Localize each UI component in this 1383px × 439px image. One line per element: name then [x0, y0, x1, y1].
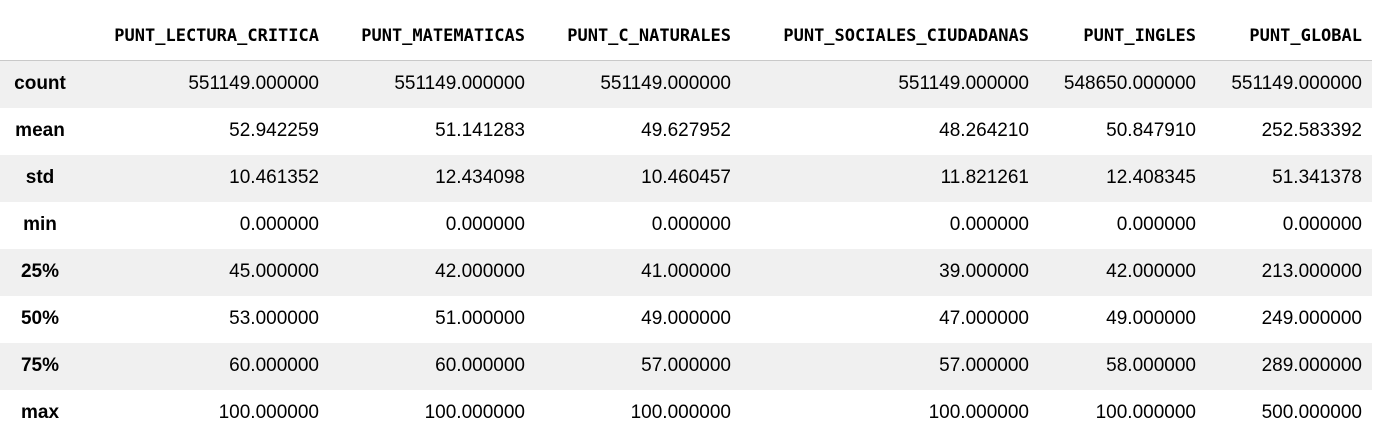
- table-cell: 51.141283: [435, 120, 525, 141]
- table-row: min 0.000000 0.000000 0.000000 0.000000 …: [0, 201, 1372, 249]
- table-cell: 551149.000000: [188, 73, 319, 95]
- row-label: mean: [15, 120, 65, 141]
- table-row: 50% 53.000000 51.000000 49.000000 47.000…: [0, 295, 1372, 343]
- table-cell: 100.000000: [630, 402, 731, 423]
- table-cell: 12.434098: [435, 167, 525, 188]
- table-cell: 0.000000: [949, 214, 1029, 235]
- table-cell: 213.000000: [1261, 261, 1362, 282]
- table-row: std 10.461352 12.434098 10.460457 11.821…: [0, 154, 1372, 202]
- table-cell: 41.000000: [641, 261, 731, 282]
- table-row: max 100.000000 100.000000 100.000000 100…: [0, 389, 1372, 437]
- table-row: 75% 60.000000 60.000000 57.000000 57.000…: [0, 342, 1372, 390]
- row-label: min: [23, 214, 57, 235]
- column-header: PUNT_C_NATURALES: [535, 12, 741, 61]
- table-cell: 60.000000: [229, 355, 319, 376]
- table-cell: 249.000000: [1261, 308, 1362, 329]
- table-cell: 100.000000: [424, 402, 525, 423]
- index-header: [0, 12, 80, 61]
- table-cell: 0.000000: [1116, 214, 1196, 235]
- table-cell: 10.461352: [229, 167, 319, 188]
- table-cell: 0.000000: [1282, 214, 1362, 235]
- table-cell: 51.000000: [435, 308, 525, 329]
- table-cell: 100.000000: [1095, 402, 1196, 423]
- column-header: PUNT_GLOBAL: [1206, 12, 1372, 61]
- column-header: PUNT_SOCIALES_CIUDADANAS: [741, 12, 1039, 61]
- table-cell: 500.000000: [1261, 402, 1362, 423]
- table-cell: 58.000000: [1106, 355, 1196, 376]
- table-cell: 47.000000: [939, 308, 1029, 329]
- row-label: max: [20, 402, 60, 423]
- table-cell: 551149.000000: [394, 73, 525, 95]
- table-cell: 53.000000: [229, 308, 319, 329]
- row-label: 50%: [20, 308, 60, 329]
- table-cell: 51.341378: [1272, 167, 1362, 188]
- table-cell: 39.000000: [939, 261, 1029, 282]
- column-header: PUNT_LECTURA_CRITICA: [80, 12, 329, 61]
- table-cell: 49.627952: [641, 120, 731, 141]
- table-row: count 551149.000000 551149.000000 551149…: [0, 60, 1372, 108]
- table-cell: 551149.000000: [1231, 73, 1362, 95]
- table-cell: 42.000000: [1106, 261, 1196, 282]
- table-cell: 49.000000: [641, 308, 731, 329]
- table-cell: 252.583392: [1261, 120, 1362, 141]
- column-header: PUNT_INGLES: [1039, 12, 1206, 61]
- table-cell: 60.000000: [435, 355, 525, 376]
- table-cell: 551149.000000: [600, 73, 731, 95]
- describe-table: PUNT_LECTURA_CRITICA PUNT_MATEMATICAS PU…: [0, 12, 1372, 437]
- table-cell: 100.000000: [218, 402, 319, 423]
- table-cell: 551149.000000: [898, 73, 1029, 95]
- table-cell: 100.000000: [928, 402, 1029, 423]
- row-label: 25%: [20, 261, 60, 282]
- table-cell: 11.821261: [940, 167, 1029, 188]
- table-cell: 57.000000: [939, 355, 1029, 376]
- table-cell: 42.000000: [435, 261, 525, 282]
- table-cell: 52.942259: [229, 120, 319, 141]
- table-cell: 12.408345: [1106, 167, 1196, 188]
- table-cell: 0.000000: [651, 214, 731, 235]
- column-header: PUNT_MATEMATICAS: [329, 12, 535, 61]
- row-label: 75%: [20, 355, 60, 376]
- table-cell: 0.000000: [239, 214, 319, 235]
- table-cell: 57.000000: [641, 355, 731, 376]
- table-cell: 10.460457: [641, 167, 731, 188]
- table-cell: 48.264210: [939, 120, 1029, 141]
- header-row: PUNT_LECTURA_CRITICA PUNT_MATEMATICAS PU…: [0, 12, 1372, 61]
- table-cell: 0.000000: [445, 214, 525, 235]
- row-label: std: [25, 167, 55, 188]
- table-cell: 289.000000: [1261, 355, 1362, 376]
- table-row: 25% 45.000000 42.000000 41.000000 39.000…: [0, 248, 1372, 296]
- table-row: mean 52.942259 51.141283 49.627952 48.26…: [0, 107, 1372, 155]
- row-label: count: [14, 73, 66, 95]
- table-cell: 49.000000: [1106, 308, 1196, 329]
- table-cell: 50.847910: [1106, 120, 1196, 141]
- table-cell: 45.000000: [229, 261, 319, 282]
- table-cell: 548650.000000: [1063, 73, 1196, 95]
